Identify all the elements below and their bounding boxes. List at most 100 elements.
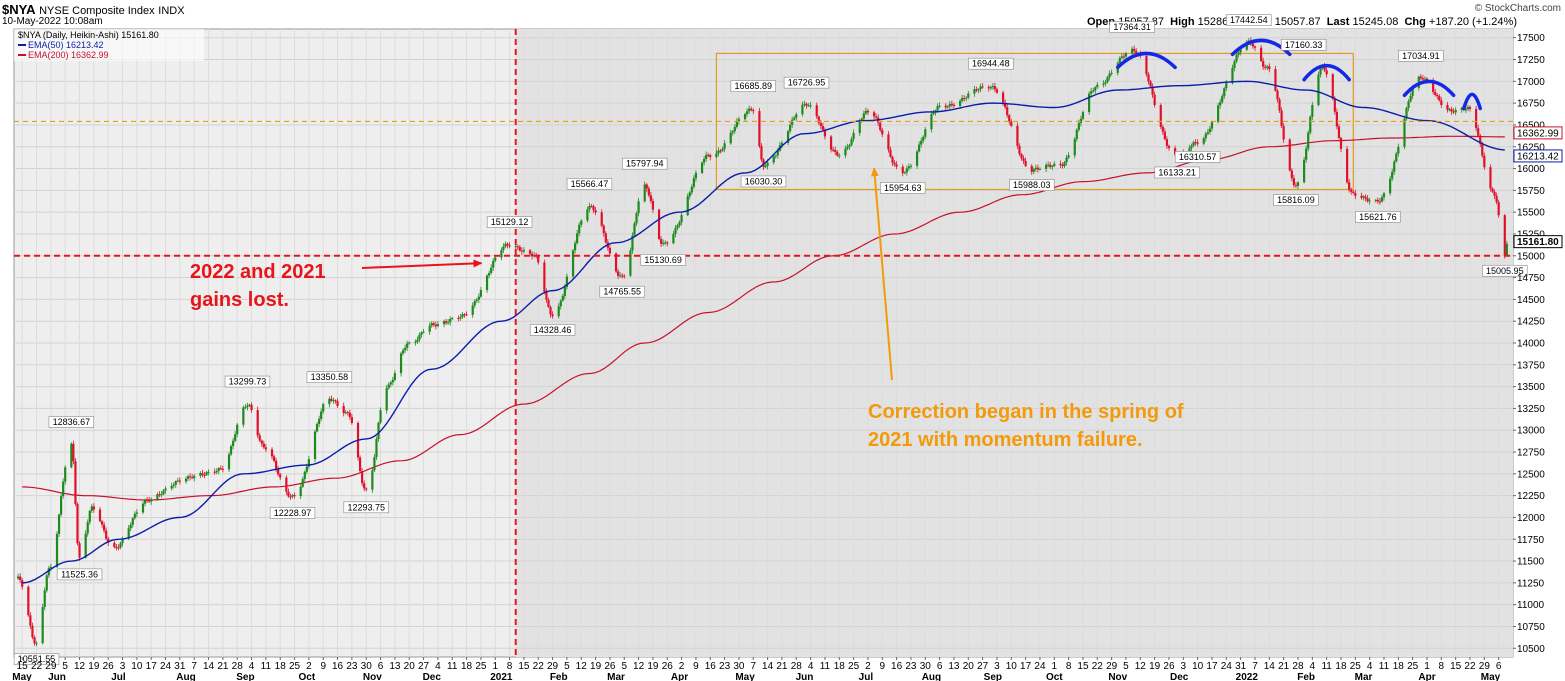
candle-body [1110, 72, 1113, 74]
candle-body [1053, 163, 1056, 166]
candle-body [1446, 104, 1449, 110]
candle-body [156, 494, 159, 500]
candle-body [1348, 182, 1351, 190]
candle-body [35, 643, 38, 645]
candle-body [1118, 58, 1121, 64]
candle-body [373, 457, 376, 471]
x-tick-label: 15 [1077, 661, 1089, 672]
candle-body [141, 503, 145, 513]
y-tick-label: 15250 [1517, 229, 1545, 240]
candle-body [1280, 110, 1283, 126]
candle-body [852, 132, 855, 140]
candle-body [586, 209, 589, 221]
x-month-label: Apr [671, 672, 688, 681]
x-tick-label: 27 [418, 661, 430, 672]
candle-body [772, 156, 775, 163]
candle-body [393, 373, 396, 380]
candle-body [371, 470, 374, 490]
y-tick-label: 13500 [1517, 382, 1545, 393]
candle-body [277, 468, 280, 475]
value-label: 16726.95 [788, 78, 826, 88]
candle-body [1389, 178, 1392, 194]
x-tick-label: 5 [1123, 661, 1129, 672]
candle-body [199, 473, 202, 476]
x-month-label: Nov [363, 672, 382, 681]
candle-body [275, 460, 278, 469]
x-tick-label: 12 [1135, 661, 1147, 672]
candle-body [1022, 158, 1025, 161]
x-tick-label: 14 [1264, 661, 1276, 672]
candle-body [1276, 90, 1279, 100]
candle-body [477, 296, 480, 300]
candle-body [344, 412, 347, 414]
candle-body [832, 149, 835, 151]
x-tick-label: 20 [963, 661, 975, 672]
price-tag-label: 15161.80 [1517, 237, 1559, 248]
candle-body [334, 400, 337, 402]
candle-body [719, 150, 722, 152]
x-tick-label: 10 [131, 661, 143, 672]
candle-body [1147, 74, 1150, 82]
candle-body [1364, 196, 1367, 199]
candle-body [404, 347, 407, 351]
x-tick-label: 26 [604, 661, 616, 672]
candle-body [236, 424, 239, 435]
candle-body [1208, 128, 1212, 133]
x-tick-label: 30 [733, 661, 745, 672]
y-tick-label: 14500 [1517, 295, 1545, 306]
candle-body [1350, 189, 1353, 192]
candle-body [647, 188, 650, 196]
candle-body [530, 253, 534, 257]
x-tick-label: 1 [492, 661, 498, 672]
candle-body [428, 325, 431, 332]
candle-body [1145, 56, 1148, 75]
candle-body [846, 146, 849, 149]
candle-body [289, 496, 292, 498]
candle-body [643, 184, 646, 202]
candle-body [1432, 80, 1435, 92]
candle-body [924, 129, 927, 137]
value-label-box [1398, 49, 1444, 62]
candle-body [186, 476, 190, 479]
x-tick-label: 25 [1350, 661, 1362, 672]
last-label: Last [1326, 16, 1350, 28]
candle-body [201, 473, 204, 475]
y-tick-label: 17500 [1517, 33, 1545, 44]
x-tick-label: 18 [834, 661, 846, 672]
candle-body [1006, 107, 1009, 116]
candle-body [1260, 47, 1263, 61]
legend-ema50: EMA(50) 16213.42 [28, 40, 104, 50]
candle-body [950, 103, 953, 105]
candle-body [522, 250, 526, 252]
x-tick-label: 4 [1367, 661, 1373, 672]
last-value: 15245.08 [1352, 16, 1399, 28]
candle-body [752, 110, 755, 112]
candle-body [348, 412, 351, 418]
candle-body [70, 443, 73, 468]
x-tick-label: 27 [977, 661, 989, 672]
value-label: 15566.47 [571, 179, 609, 189]
candle-body [1233, 61, 1236, 69]
candle-body [651, 200, 655, 210]
value-label-box [640, 254, 686, 266]
candle-body [1303, 159, 1306, 183]
x-month-label: Dec [423, 672, 442, 681]
candle-body [780, 142, 784, 146]
candle-body [709, 155, 712, 158]
candle-body [766, 162, 769, 167]
candle-body [631, 235, 634, 251]
candle-body [821, 125, 824, 130]
candle-body [422, 331, 425, 333]
candle-body [84, 533, 87, 558]
candle-body [492, 260, 495, 268]
candle-body [1495, 195, 1498, 203]
value-label-box [566, 178, 613, 190]
candle-body [391, 379, 394, 383]
candle-body [967, 93, 970, 98]
x-tick-label: 2 [679, 661, 685, 672]
x-tick-label: 10 [1192, 661, 1204, 672]
candle-body [315, 423, 319, 432]
x-month-label: Dec [1170, 672, 1189, 681]
x-tick-label: 28 [1292, 661, 1304, 672]
